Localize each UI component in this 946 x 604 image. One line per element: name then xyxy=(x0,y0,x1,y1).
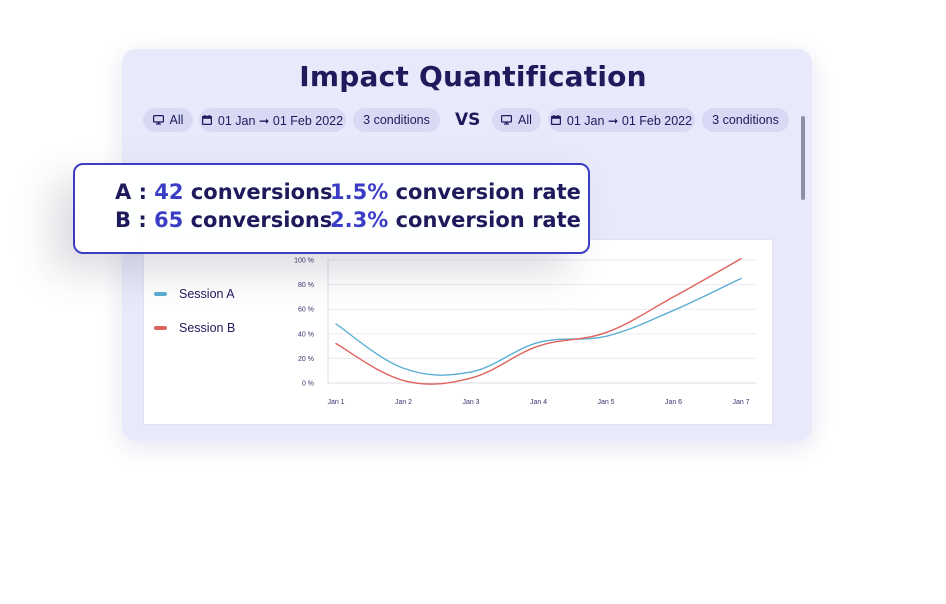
summary-b-count: 65 xyxy=(154,208,184,232)
y-tick-label: 20 % xyxy=(298,356,314,363)
x-tick-label: Jan 7 xyxy=(732,399,749,406)
date-filter-label: 01 Jan ➞ 01 Feb 2022 xyxy=(566,113,693,128)
legend-label-session-a: Session A xyxy=(179,287,235,301)
calendar-icon xyxy=(550,115,561,125)
page-title: Impact Quantification xyxy=(299,60,647,93)
summary-a-rate: 1.5% xyxy=(330,180,389,204)
legend-item-session-b: Session B xyxy=(154,321,235,335)
summary-row-b: B : 65 conversions 2.3% conversion rate xyxy=(115,208,581,232)
x-tick-label: Jan 4 xyxy=(530,399,547,406)
y-tick-label: 60 % xyxy=(298,307,314,314)
device-filter-label: All xyxy=(518,113,532,127)
summary-a-label: A : xyxy=(115,180,147,204)
summary-a-rate-suffix: conversion rate xyxy=(395,180,581,204)
calendar-icon xyxy=(201,115,212,125)
y-tick-label: 80 % xyxy=(298,282,314,289)
summary-a-count-suffix: conversions xyxy=(190,180,333,204)
conditions-filter-a[interactable]: 3 conditions xyxy=(353,108,440,132)
x-tick-label: Jan 5 xyxy=(597,399,614,406)
x-tick-label: Jan 2 xyxy=(395,399,412,406)
conditions-filter-label: 3 conditions xyxy=(363,113,430,127)
vs-label: VS xyxy=(455,110,481,130)
device-filter-b[interactable]: All xyxy=(492,108,541,132)
date-filter-label: 01 Jan ➞ 01 Feb 2022 xyxy=(217,113,344,128)
y-tick-label: 40 % xyxy=(298,331,314,338)
chart-card xyxy=(143,239,773,425)
conditions-filter-b[interactable]: 3 conditions xyxy=(702,108,789,132)
summary-b-label: B : xyxy=(115,208,147,232)
legend-swatch-session-b xyxy=(154,326,167,330)
x-tick-label: Jan 1 xyxy=(327,399,344,406)
conditions-filter-label: 3 conditions xyxy=(712,113,779,127)
summary-b-rate: 2.3% xyxy=(330,208,389,232)
summary-a-count: 42 xyxy=(154,180,184,204)
series-line-session-b xyxy=(335,258,742,385)
device-filter-a[interactable]: All xyxy=(143,108,193,132)
summary-a-rate-group: 1.5% conversion rate xyxy=(330,180,581,204)
device-filter-label: All xyxy=(169,113,184,127)
series-line-session-a xyxy=(335,277,742,376)
legend-label-session-b: Session B xyxy=(179,321,236,335)
monitor-icon xyxy=(501,115,513,125)
conversion-summary-card: A : 42 conversions 1.5% conversion rate … xyxy=(73,163,590,254)
legend-swatch-session-a xyxy=(154,292,167,296)
panel-scrollbar[interactable] xyxy=(801,116,805,200)
y-tick-label: 0 % xyxy=(302,381,314,388)
x-tick-label: Jan 3 xyxy=(462,399,479,406)
monitor-icon xyxy=(152,115,164,125)
date-filter-b[interactable]: 01 Jan ➞ 01 Feb 2022 xyxy=(548,108,695,132)
summary-b-count-suffix: conversions xyxy=(190,208,333,232)
summary-b-rate-group: 2.3% conversion rate xyxy=(330,208,581,232)
legend-item-session-a: Session A xyxy=(154,287,235,301)
summary-b-rate-suffix: conversion rate xyxy=(395,208,581,232)
y-tick-label: 100 % xyxy=(294,258,314,265)
x-tick-label: Jan 6 xyxy=(665,399,682,406)
date-filter-a[interactable]: 01 Jan ➞ 01 Feb 2022 xyxy=(199,108,346,132)
summary-row-a: A : 42 conversions 1.5% conversion rate xyxy=(115,180,581,204)
